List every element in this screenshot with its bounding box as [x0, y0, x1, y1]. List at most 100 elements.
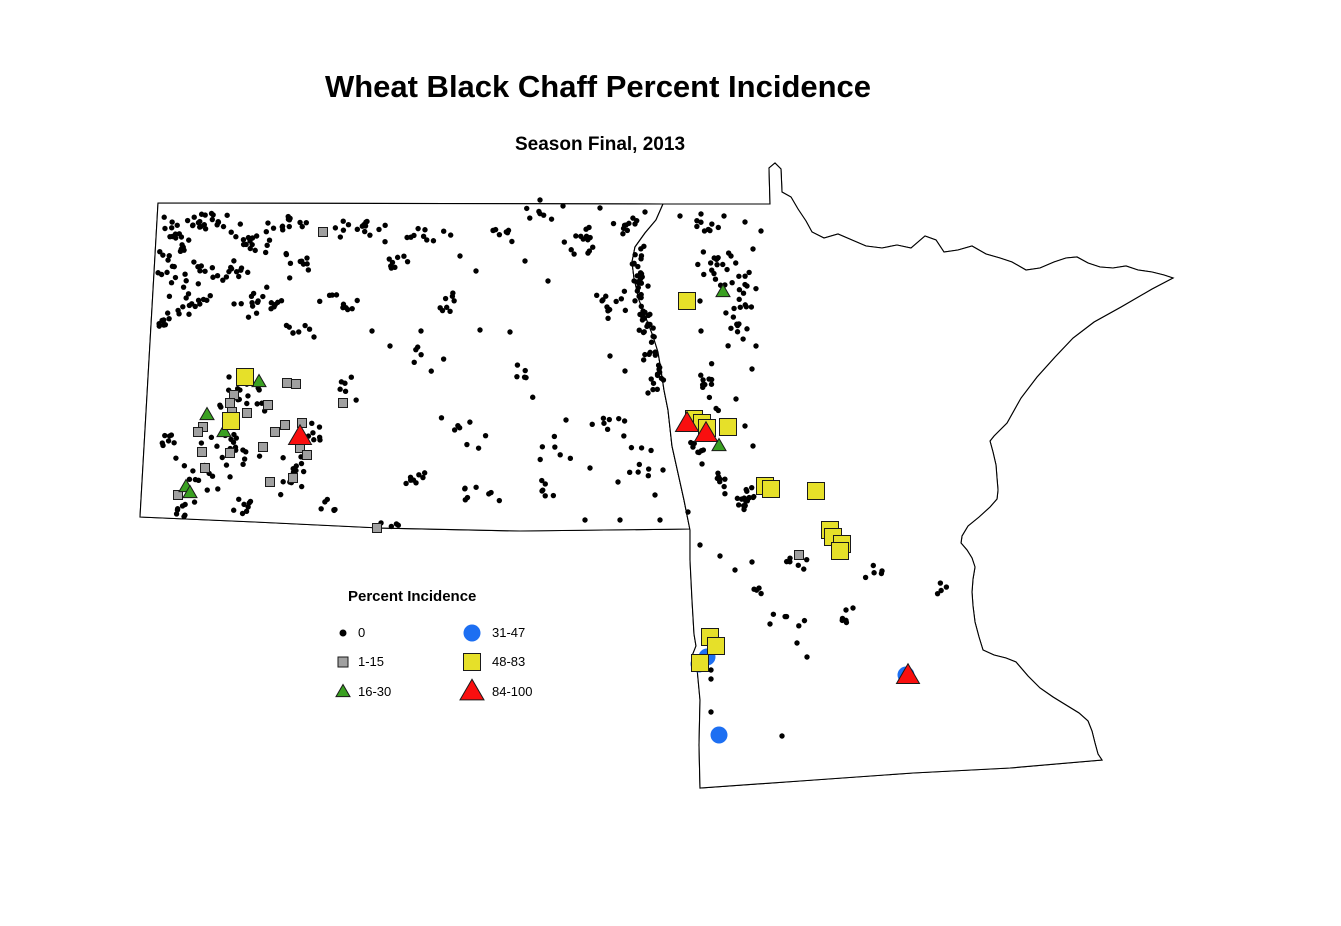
marker-1-15	[173, 490, 183, 500]
marker-0	[231, 258, 237, 264]
marker-0	[345, 221, 352, 228]
marker-0	[616, 415, 622, 422]
marker-0	[722, 476, 728, 482]
marker-16-30	[715, 283, 731, 298]
marker-0	[650, 386, 656, 393]
marker-0	[652, 349, 658, 355]
marker-0	[635, 263, 641, 270]
marker-0	[721, 213, 727, 219]
marker-0	[694, 217, 700, 224]
figure-title: Wheat Black Chaff Percent Incidence	[325, 69, 871, 104]
marker-0	[174, 506, 181, 512]
marker-0	[548, 216, 555, 222]
marker-0	[162, 225, 168, 232]
marker-0	[624, 227, 631, 234]
marker-0	[552, 444, 558, 450]
marker-48-83	[707, 637, 725, 655]
marker-0	[522, 258, 528, 264]
marker-0	[278, 491, 284, 498]
marker-0	[514, 362, 521, 368]
series-0	[155, 197, 950, 739]
marker-0	[753, 285, 759, 292]
marker-0	[650, 325, 656, 331]
marker-0	[617, 517, 623, 523]
marker-0	[349, 305, 355, 312]
marker-0	[635, 279, 641, 286]
marker-0	[253, 310, 260, 316]
marker-0	[621, 288, 628, 294]
marker-0	[278, 298, 285, 304]
figure-subtitle: Season Final, 2013	[515, 134, 685, 155]
marker-0	[496, 497, 503, 504]
marker-0	[296, 329, 302, 335]
marker-0	[227, 474, 233, 480]
marker-0	[634, 217, 640, 224]
marker-0	[223, 274, 230, 280]
marker-0	[657, 517, 663, 523]
marker-0	[782, 613, 788, 620]
marker-0	[287, 275, 293, 281]
marker-0	[690, 444, 696, 450]
marker-0	[713, 256, 720, 263]
marker-0	[749, 559, 755, 565]
marker-0	[450, 290, 456, 296]
marker-0	[210, 212, 216, 218]
marker-1-15	[200, 463, 210, 473]
marker-0	[850, 605, 856, 611]
marker-0	[388, 523, 395, 530]
marker-48-83	[691, 654, 709, 672]
marker-0	[340, 218, 346, 224]
marker-0	[654, 386, 660, 392]
marker-0	[870, 562, 877, 569]
marker-0	[160, 252, 166, 258]
marker-0	[264, 242, 270, 249]
marker-0	[186, 476, 193, 483]
marker-0	[695, 449, 701, 455]
marker-0	[743, 498, 749, 504]
marker-0	[249, 300, 255, 306]
marker-0	[523, 374, 529, 381]
legend-item: 16-30	[335, 683, 391, 699]
marker-0	[462, 485, 468, 491]
legend-item: 84-100	[459, 678, 532, 701]
marker-0	[639, 313, 646, 319]
marker-0	[878, 570, 885, 577]
marker-0	[192, 476, 199, 483]
marker-0	[161, 317, 167, 323]
marker-0	[660, 467, 666, 473]
marker-0	[613, 298, 619, 305]
marker-16-30	[182, 484, 198, 499]
marker-0	[621, 433, 627, 439]
marker-0	[464, 494, 471, 501]
marker-0	[173, 235, 179, 241]
marker-84-100	[693, 420, 719, 443]
marker-0	[794, 640, 800, 646]
marker-1-15	[280, 420, 290, 430]
marker-0	[540, 212, 547, 218]
marker-0	[455, 422, 461, 429]
marker-0	[473, 484, 479, 490]
marker-0	[172, 274, 179, 281]
marker-0	[440, 228, 447, 234]
marker-0	[530, 394, 536, 400]
marker-0	[197, 218, 203, 225]
marker-0	[698, 219, 704, 225]
marker-0	[215, 486, 221, 492]
marker-48-83	[236, 368, 254, 386]
marker-0	[241, 456, 248, 462]
marker-0	[698, 211, 704, 217]
marker-0	[166, 293, 173, 300]
marker-0	[410, 477, 417, 483]
marker-0	[594, 292, 600, 298]
marker-0	[202, 268, 208, 274]
marker-0	[228, 436, 234, 443]
marker-84-100	[287, 423, 313, 446]
marker-0	[801, 566, 807, 572]
marker-0	[287, 260, 294, 267]
marker-0	[636, 327, 642, 333]
marker-0	[180, 284, 187, 290]
marker-0	[475, 445, 482, 451]
marker-0	[843, 607, 849, 613]
marker-0	[367, 232, 373, 238]
marker-0	[342, 380, 348, 386]
